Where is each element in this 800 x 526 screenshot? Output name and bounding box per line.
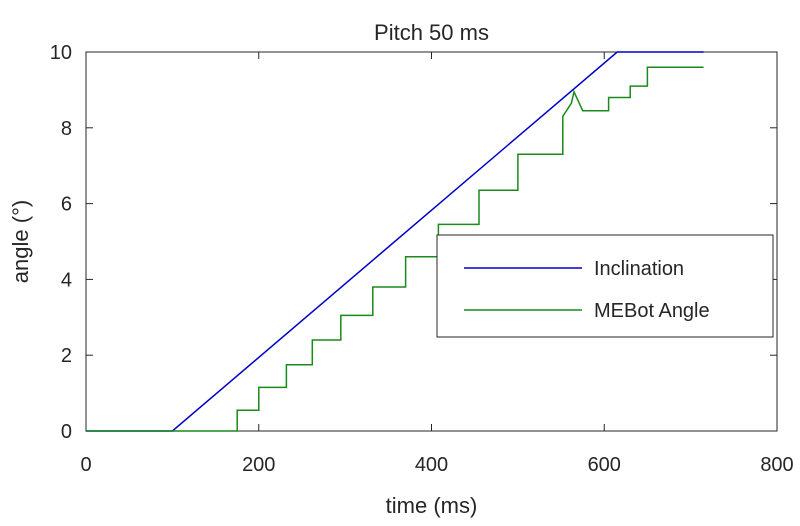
y-tick-label: 4	[61, 269, 72, 291]
x-tick-label: 400	[415, 454, 448, 476]
legend-box	[436, 234, 774, 338]
legend-label: Inclination	[594, 258, 684, 280]
x-axis-label: time (ms)	[386, 493, 478, 518]
x-tick-label: 600	[588, 454, 621, 476]
y-axis-label: angle (°)	[8, 200, 33, 283]
x-tick-label: 0	[80, 454, 91, 476]
series-line-2	[86, 66, 704, 432]
x-tick-label: 800	[760, 454, 793, 476]
axis-ticks: 0 200 400 600 800 0 2 4 6 8 10	[50, 42, 794, 476]
x-tick-label: 200	[242, 454, 275, 476]
chart-title: Pitch 50 ms	[374, 20, 489, 45]
y-tick-label: 8	[61, 118, 72, 140]
y-tick-label: 10	[50, 42, 72, 64]
y-tick-label: 2	[61, 345, 72, 367]
series-layer	[86, 51, 704, 432]
legend-label: MEBot Angle	[594, 300, 710, 322]
y-tick-label: 0	[61, 421, 72, 443]
y-tick-label: 6	[61, 194, 72, 216]
legend: Inclination MEBot Angle	[436, 234, 774, 338]
